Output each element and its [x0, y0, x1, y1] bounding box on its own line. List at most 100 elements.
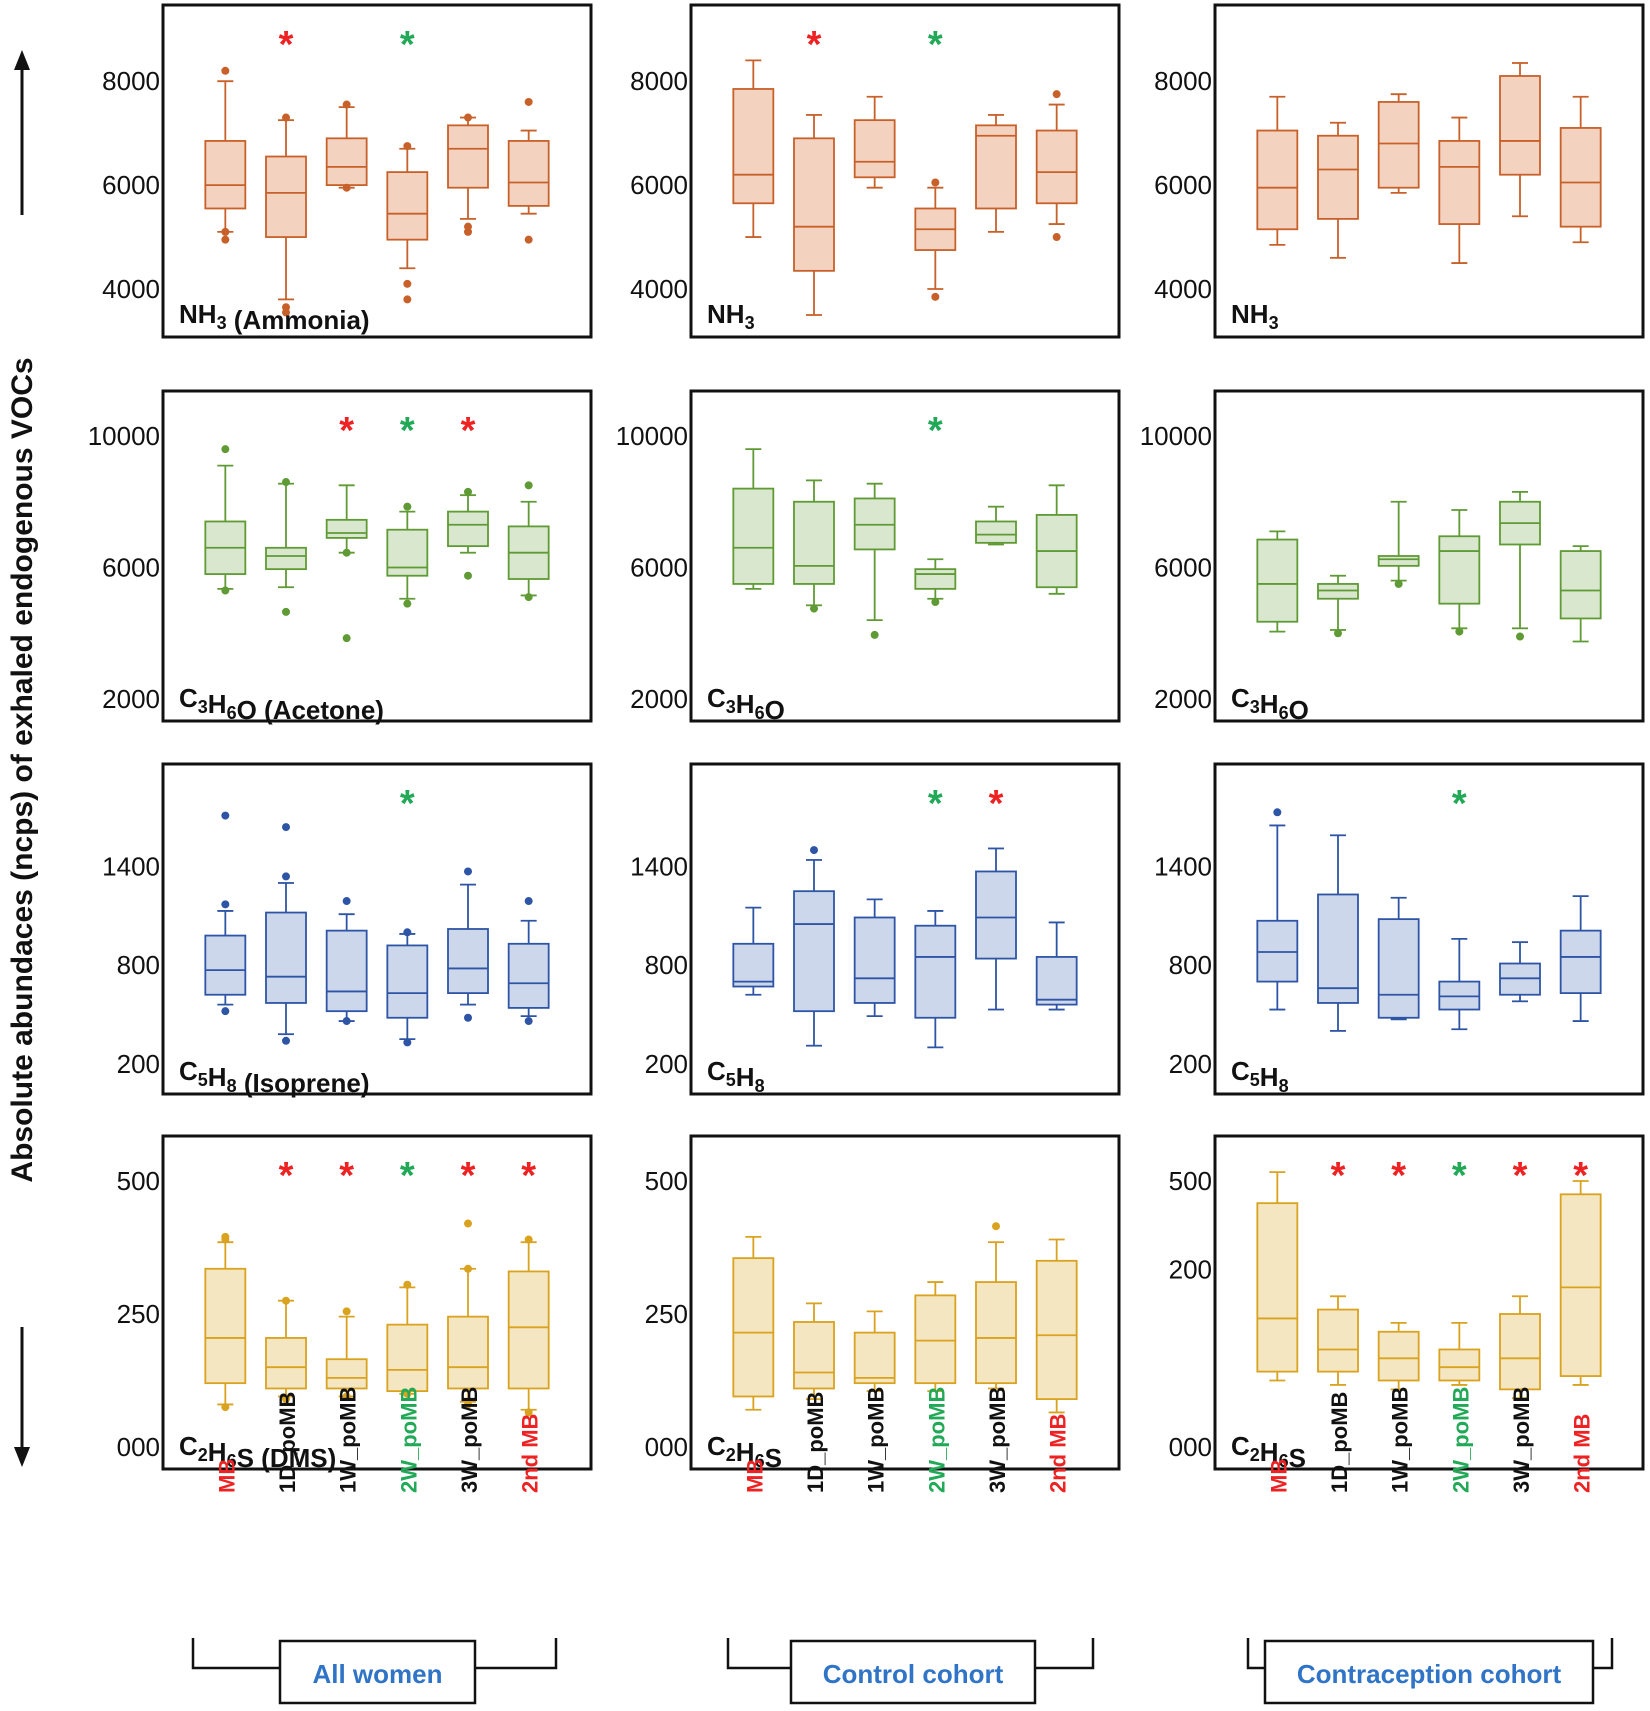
significance-star: * [461, 1155, 476, 1197]
iqr-box [447, 124, 489, 189]
panel-c2h6s-all-women: 000 250 500 * * * * * C2H6S (DMS) [117, 1134, 593, 1473]
box-1d_pomb [265, 478, 307, 616]
box-2nd-mb [1559, 95, 1602, 244]
iqr-box [1256, 1202, 1299, 1373]
outlier-point [221, 235, 230, 244]
iqr-box [1035, 1259, 1078, 1401]
box-1d_pomb [1317, 1295, 1359, 1386]
y-tick-label: 500 [1169, 1166, 1212, 1196]
box-1w_pomb [1377, 500, 1420, 588]
box-1w_pomb [853, 95, 896, 189]
iqr-box [447, 1315, 489, 1390]
box-2nd-mb [507, 481, 550, 602]
panel-c5h8-contraception-cohort: 200 800 1400 * C5H8 [1154, 762, 1645, 1096]
outlier-point [931, 178, 940, 187]
box-mb [732, 59, 775, 238]
box-1d_pomb [265, 823, 307, 1045]
box-2w_pomb [1438, 1321, 1481, 1386]
outlier-point [342, 100, 351, 109]
box-2w_pomb [914, 910, 957, 1049]
iqr-box [1035, 956, 1078, 1006]
y-tick-label: 500 [645, 1166, 688, 1196]
significance-star: * [1331, 1155, 1346, 1197]
iqr-box [975, 1281, 1017, 1385]
outlier-point [221, 1403, 230, 1412]
outlier-point [282, 113, 290, 122]
iqr-box [204, 140, 247, 210]
significance-star: * [400, 783, 415, 825]
outlier-point [221, 1007, 230, 1016]
category-label: MB [742, 1459, 767, 1493]
outlier-point [282, 607, 290, 616]
category-label: 3W_poMB [457, 1387, 482, 1493]
compound-title: C5H8 (Isoprene) [179, 1056, 370, 1098]
outlier-point [464, 571, 472, 580]
iqr-box [386, 944, 429, 1019]
box-2w_pomb [1438, 509, 1481, 636]
significance-star: * [928, 410, 943, 452]
y-tick-label: 4000 [1154, 274, 1212, 304]
outlier-point [221, 586, 230, 595]
y-tick-label: 10000 [88, 421, 160, 451]
significance-star: * [461, 410, 476, 452]
group-label-box [278, 1639, 477, 1705]
outlier-point [931, 598, 940, 607]
significance-star: * [928, 783, 943, 825]
category-label: 1D_poMB [1327, 1392, 1352, 1493]
category-label: 1D_poMB [275, 1392, 300, 1493]
significance-star: * [1513, 1155, 1528, 1197]
panel-c2h6s-contraception-cohort: 000 200 500 * * * * * C2H6S [1169, 1134, 1645, 1473]
box-1d_pomb [793, 846, 835, 1047]
box-3w_pomb [1499, 62, 1541, 218]
outlier-point [403, 599, 412, 608]
outlier-point [992, 1222, 1000, 1231]
outlier-point [282, 1036, 290, 1045]
outlier-point [403, 1280, 412, 1289]
iqr-box [853, 1331, 896, 1385]
y-tick-label: 250 [117, 1299, 160, 1329]
bracket-right [1593, 1638, 1614, 1670]
compound-title: C3H6O [1231, 683, 1309, 725]
compound-title: C3H6O [707, 683, 785, 725]
y-tick-label: 500 [117, 1166, 160, 1196]
y-tick-label: 1400 [102, 852, 160, 882]
iqr-box [204, 934, 247, 996]
outlier-point [403, 142, 412, 151]
iqr-box [447, 928, 489, 995]
y-tick-label: 1400 [1154, 852, 1212, 882]
outlier-point [282, 823, 290, 832]
compound-title: NH3 [1231, 299, 1279, 333]
box-1w_pomb [325, 897, 368, 1026]
box-1d_pomb [793, 114, 835, 316]
arrow-up-icon [14, 50, 30, 70]
group-label-box [789, 1639, 1037, 1705]
outlier-point [342, 897, 351, 906]
box-1w_pomb [853, 482, 896, 639]
iqr-box [914, 924, 957, 1019]
box-2nd-mb [1035, 921, 1078, 1011]
iqr-box [1035, 129, 1078, 205]
iqr-box [325, 518, 368, 539]
significance-star: * [400, 24, 415, 66]
outlier-point [524, 97, 533, 106]
y-tick-label: 10000 [616, 421, 688, 451]
category-label: 3W_poMB [1509, 1387, 1534, 1493]
box-2w_pomb [914, 178, 957, 301]
panels-grid: 4000 6000 8000 * * NH3 (Ammonia) 4000 6000 8000 *… [88, 3, 1645, 1473]
outlier-point [810, 846, 818, 855]
iqr-box [265, 546, 307, 571]
box-1w_pomb [853, 898, 896, 1018]
panel-c3h6o-contraception-cohort: 2000 6000 10000 C3H6O [1140, 389, 1645, 725]
iqr-box [507, 140, 550, 207]
outlier-point [524, 235, 533, 244]
iqr-box [1559, 1193, 1602, 1377]
iqr-box [1377, 918, 1420, 1019]
box-1d_pomb [265, 1296, 307, 1404]
outlier-point [1334, 629, 1342, 638]
iqr-box [325, 137, 368, 186]
category-label: 2W_poMB [396, 1387, 421, 1493]
iqr-box [386, 171, 429, 241]
category-label: 2nd MB [1046, 1414, 1071, 1493]
box-1d_pomb [1317, 834, 1359, 1032]
box-3w_pomb [447, 1219, 489, 1409]
